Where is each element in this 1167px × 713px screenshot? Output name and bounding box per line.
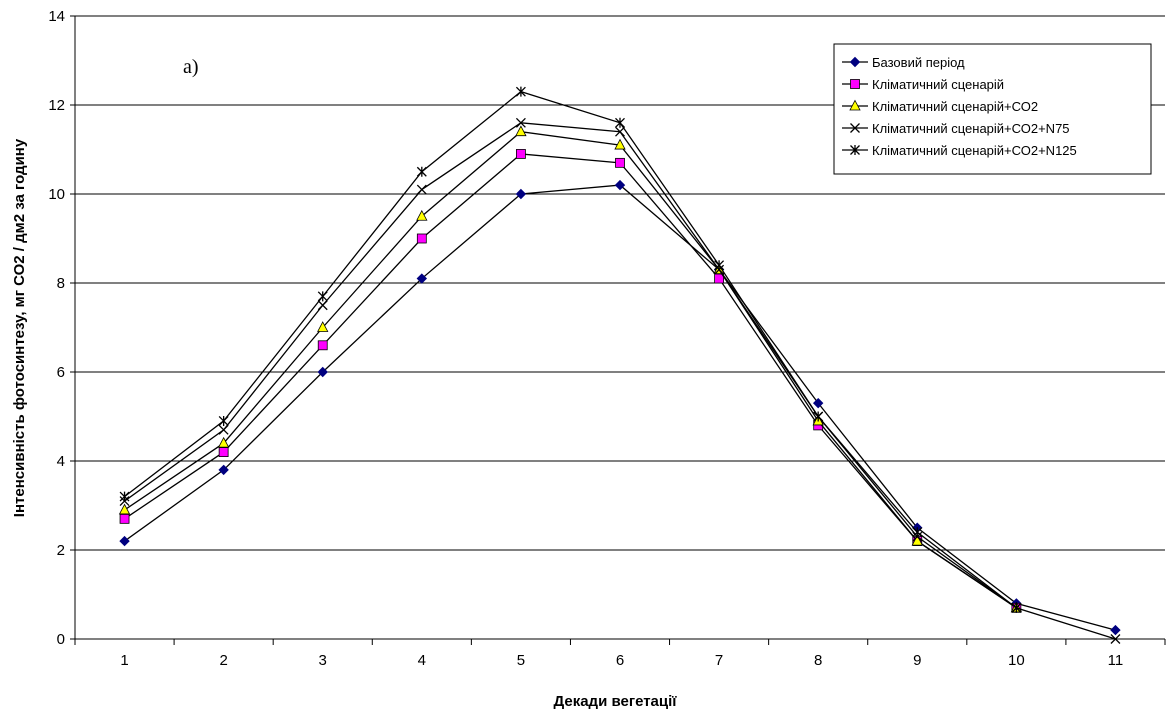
y-tick-label: 2 bbox=[57, 542, 65, 559]
triangle-marker bbox=[849, 99, 861, 111]
triangle-marker bbox=[416, 209, 428, 221]
y-axis-title: Інтенсивність фотосинтезу, мг СО2 / дм2 … bbox=[11, 138, 28, 517]
triangle-marker bbox=[911, 534, 923, 546]
x-marker bbox=[416, 184, 427, 195]
gridlines bbox=[75, 15, 1165, 551]
x-tick-label: 11 bbox=[1108, 652, 1124, 669]
legend-label: Кліматичний сценарій+СО2 bbox=[872, 99, 1038, 114]
square-marker bbox=[850, 79, 860, 89]
diamond-marker bbox=[849, 56, 861, 68]
series-line bbox=[124, 122, 1116, 640]
x-tick-label: 4 bbox=[418, 652, 426, 669]
x-tick-label: 2 bbox=[219, 652, 227, 669]
y-tick-label: 0 bbox=[57, 631, 65, 648]
triangle-marker bbox=[217, 436, 230, 448]
diamond-marker bbox=[515, 188, 527, 200]
star-marker bbox=[912, 527, 923, 538]
x-tick-label: 10 bbox=[1008, 652, 1025, 669]
star-marker bbox=[218, 415, 229, 426]
x-tick-label: 6 bbox=[616, 652, 624, 669]
y-tick-label: 8 bbox=[57, 275, 65, 292]
legend-label: Кліматичний сценарій+СО2+N125 bbox=[872, 143, 1077, 158]
legend: Базовий період Кліматичний сценарій Клімат… bbox=[833, 43, 1152, 175]
triangle-marker bbox=[515, 125, 527, 137]
square-marker bbox=[218, 447, 229, 458]
diamond-marker bbox=[119, 535, 130, 547]
square-marker bbox=[416, 233, 427, 244]
legend-box bbox=[833, 43, 1152, 175]
x-tick-label: 3 bbox=[319, 652, 327, 669]
star-marker bbox=[515, 86, 526, 97]
y-tick-label: 6 bbox=[57, 364, 65, 381]
square-marker bbox=[317, 340, 328, 351]
series-line bbox=[124, 184, 1116, 631]
triangle-marker bbox=[317, 321, 329, 332]
x-marker bbox=[218, 424, 229, 435]
series-3 bbox=[118, 125, 1023, 613]
legend-label: Кліматичний сценарій+СО2+N75 bbox=[872, 121, 1070, 136]
diamond-marker bbox=[614, 179, 626, 191]
star-marker bbox=[813, 411, 824, 422]
star-marker bbox=[1011, 602, 1022, 613]
y-tick-label: 4 bbox=[57, 453, 65, 470]
star-marker bbox=[615, 117, 625, 128]
series-line bbox=[124, 131, 1017, 609]
diamond-marker bbox=[416, 273, 428, 284]
legend-label: Базовий період bbox=[872, 55, 965, 70]
x-tick-label: 1 bbox=[120, 652, 128, 669]
series-line bbox=[124, 153, 1017, 609]
y-tick-label: 12 bbox=[48, 97, 65, 114]
legend-item: Базовий період bbox=[842, 55, 965, 70]
star-marker bbox=[850, 145, 860, 155]
series-layer bbox=[118, 86, 1121, 644]
x-tick-label: 5 bbox=[517, 652, 525, 669]
series-1 bbox=[119, 179, 1121, 636]
y-tick-label: 10 bbox=[48, 186, 65, 203]
x-axis-title: Декади вегетації bbox=[553, 693, 677, 710]
x-marker bbox=[317, 300, 328, 311]
x-marker bbox=[1110, 634, 1121, 644]
x-marker bbox=[515, 117, 526, 128]
series-5 bbox=[119, 86, 1022, 613]
x-marker bbox=[850, 123, 860, 133]
triangle-marker bbox=[118, 503, 131, 515]
x-marker bbox=[615, 126, 625, 137]
diamond-marker bbox=[218, 464, 229, 476]
y-tick-label: 14 bbox=[48, 8, 65, 25]
legend-item: Кліматичний сценарій+СО2+N75 bbox=[842, 121, 1070, 136]
x-tick-label: 7 bbox=[715, 652, 723, 669]
legend-item: Кліматичний сценарій bbox=[842, 77, 1004, 92]
diamond-marker bbox=[812, 397, 824, 409]
x-tick-label: 8 bbox=[814, 652, 822, 669]
series-4 bbox=[119, 117, 1121, 644]
series-line bbox=[124, 90, 1017, 609]
star-marker bbox=[416, 166, 427, 177]
triangle-marker bbox=[614, 138, 626, 150]
star-marker bbox=[714, 260, 725, 271]
legend-label: Кліматичний сценарій bbox=[872, 77, 1004, 92]
panel-label: а) bbox=[183, 56, 199, 78]
diamond-marker bbox=[317, 366, 328, 378]
square-marker bbox=[516, 149, 526, 159]
square-marker bbox=[615, 157, 625, 168]
star-marker bbox=[317, 291, 328, 302]
square-marker bbox=[119, 513, 130, 524]
x-tick-label: 9 bbox=[913, 652, 921, 669]
diamond-marker bbox=[1110, 624, 1121, 636]
star-marker bbox=[119, 491, 130, 502]
legend-item: Кліматичний сценарій+СО2+N125 bbox=[842, 143, 1077, 158]
legend-item: Кліматичний сценарій+СО2 bbox=[842, 99, 1038, 114]
